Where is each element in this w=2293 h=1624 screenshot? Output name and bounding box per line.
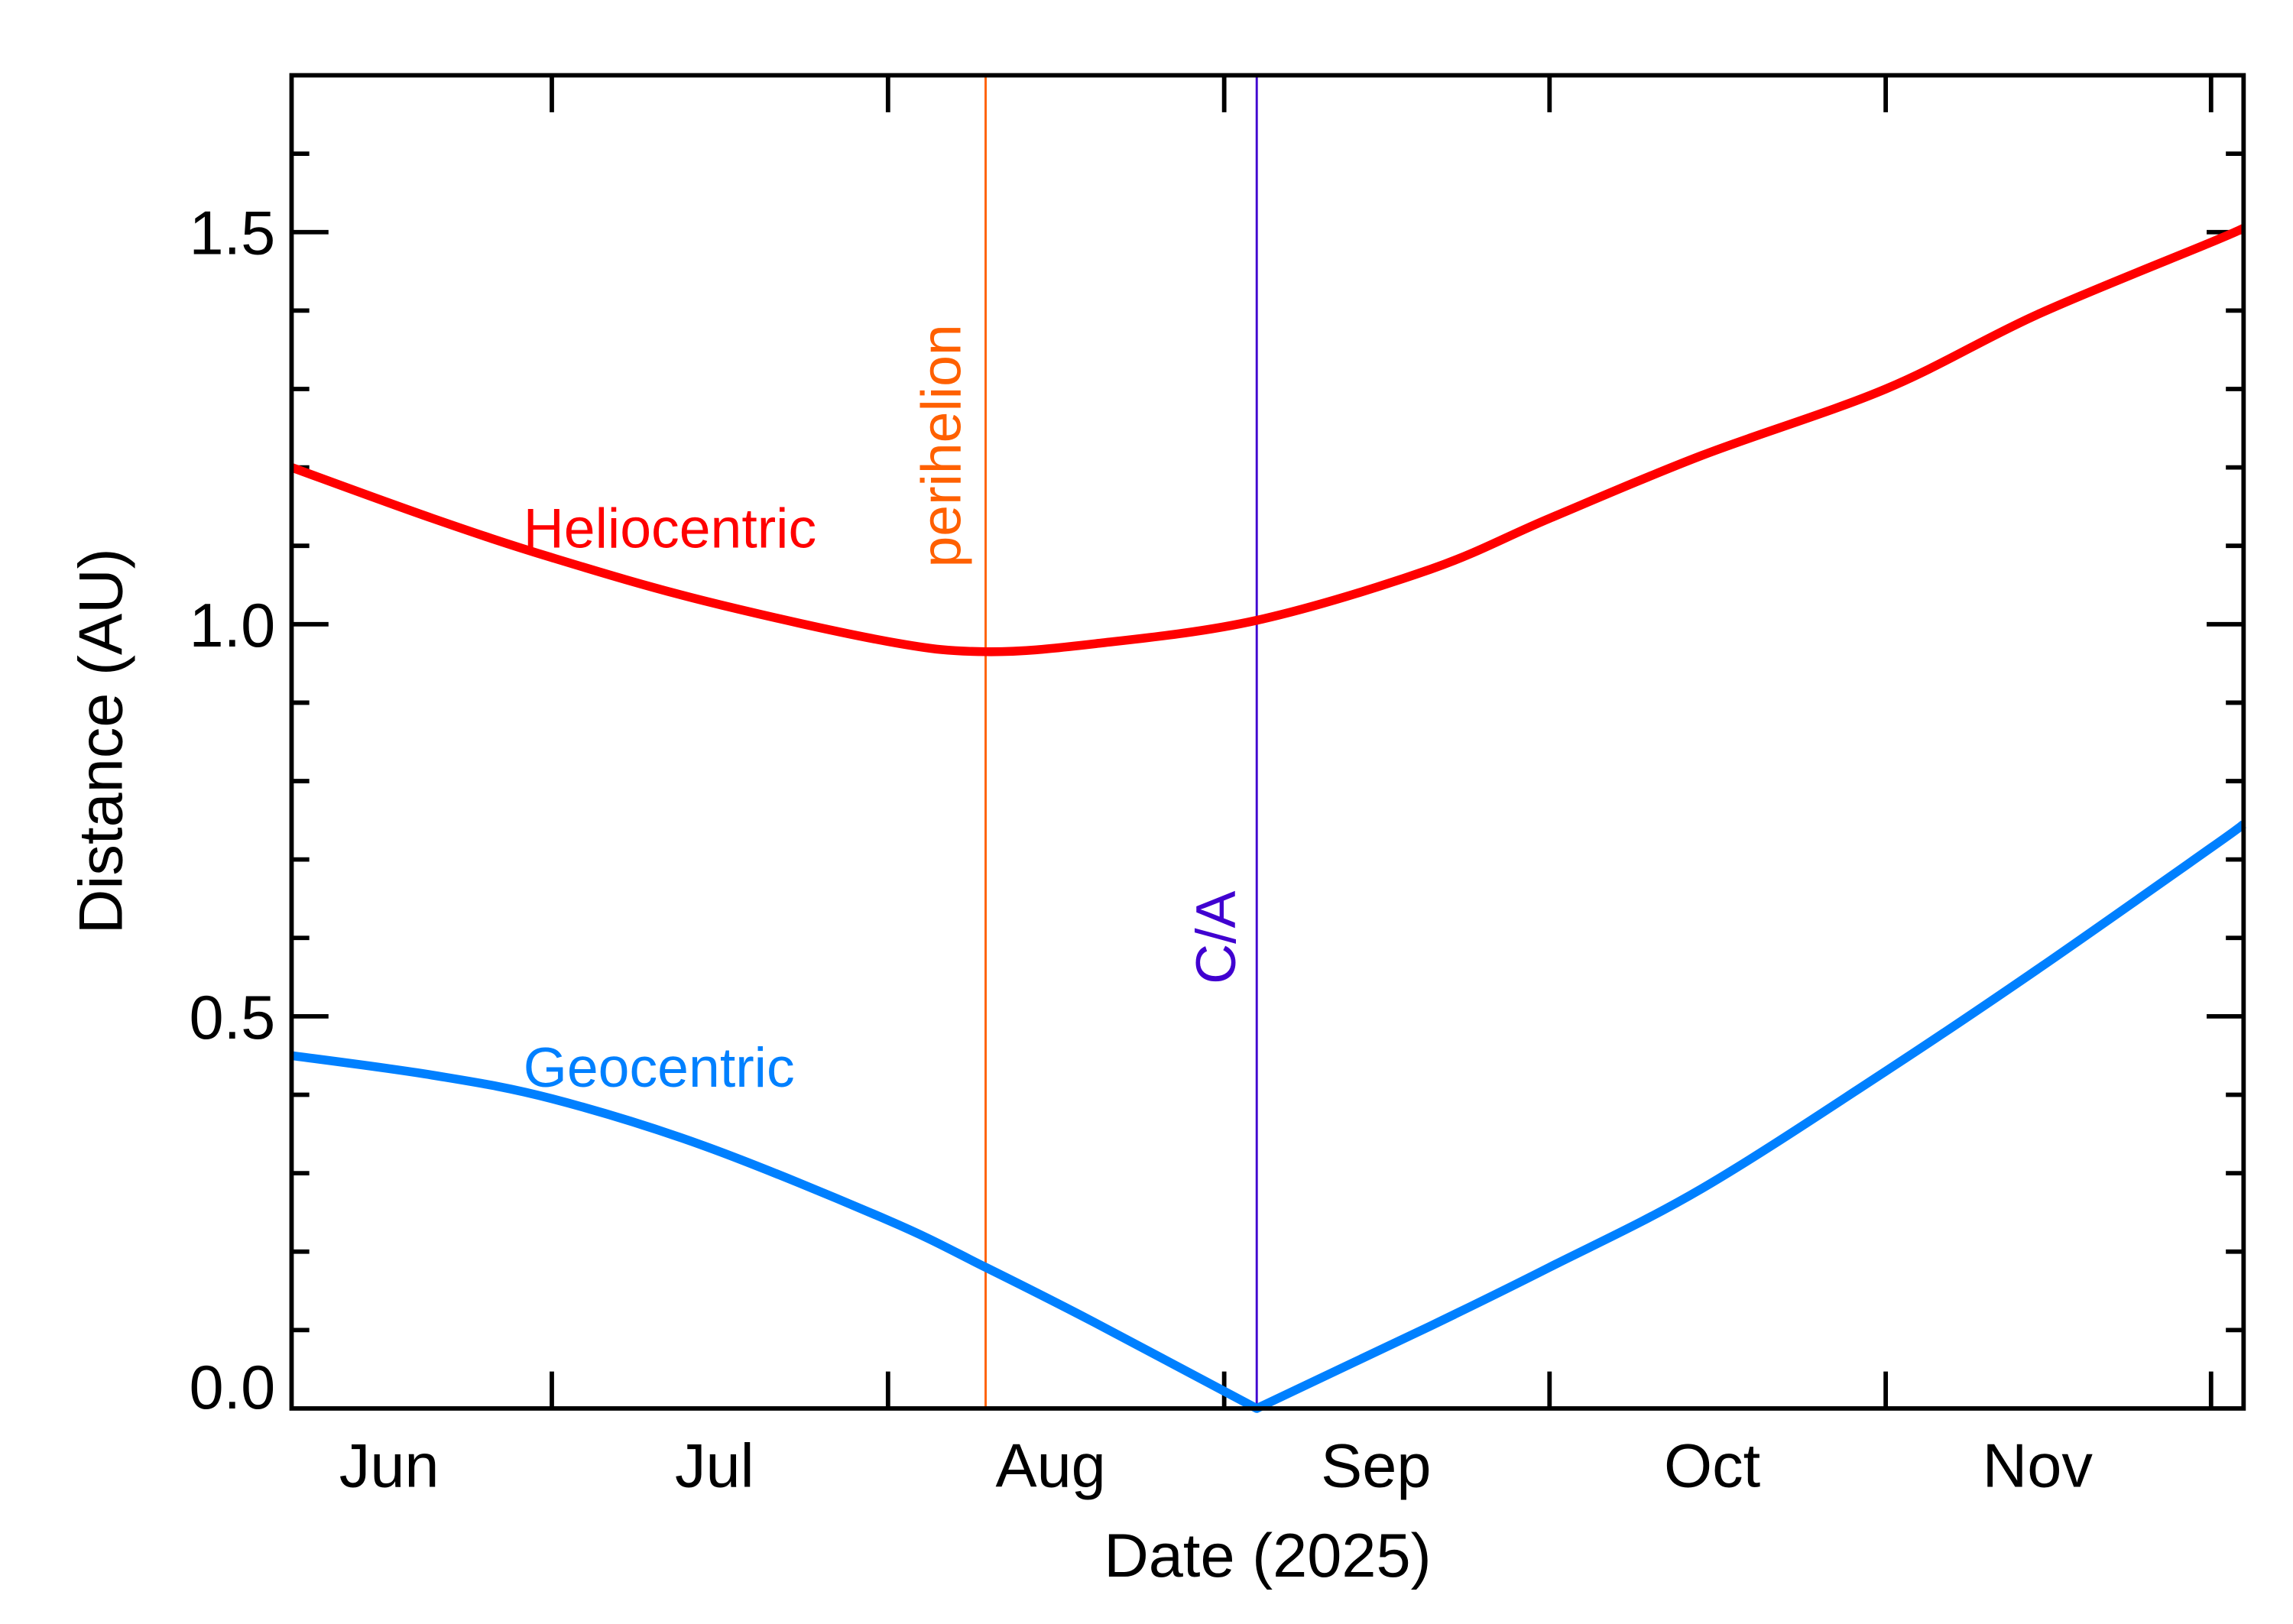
- perihelion-label: perihelion: [910, 324, 973, 567]
- ca-label: C/A: [1185, 890, 1247, 984]
- x-tick-label-nov: Nov: [1983, 1431, 2094, 1500]
- series-label-heliocentric: Heliocentric: [524, 498, 816, 560]
- x-tick-label-sep: Sep: [1321, 1431, 1431, 1500]
- x-tick-label-aug: Aug: [995, 1431, 1105, 1500]
- series-line-geocentric: [290, 820, 2246, 1413]
- y-tick-labels: 0.0 0.5 1.0 1.5: [189, 199, 275, 1422]
- series-lines: [290, 224, 2246, 1413]
- y-tick-label: 1.0: [189, 592, 275, 660]
- series-label-geocentric: Geocentric: [524, 1036, 795, 1099]
- axis-ticks: [291, 75, 2244, 1408]
- y-tick-label: 0.5: [189, 984, 275, 1052]
- x-tick-label-jul: Jul: [675, 1431, 754, 1500]
- x-tick-labels: Jun Jul Aug Sep Oct Nov: [339, 1431, 2094, 1500]
- y-tick-label: 1.5: [189, 199, 275, 268]
- x-tick-label-oct: Oct: [1664, 1431, 1760, 1500]
- event-markers: [984, 75, 1258, 1408]
- series-line-heliocentric: [290, 224, 2246, 656]
- x-tick-label-jun: Jun: [339, 1431, 439, 1500]
- y-axis-label: Distance (AU): [66, 548, 135, 934]
- plot-frame: [289, 73, 2246, 1411]
- x-axis-label: Date (2025): [1104, 1522, 1431, 1590]
- y-tick-label: 0.0: [189, 1353, 275, 1422]
